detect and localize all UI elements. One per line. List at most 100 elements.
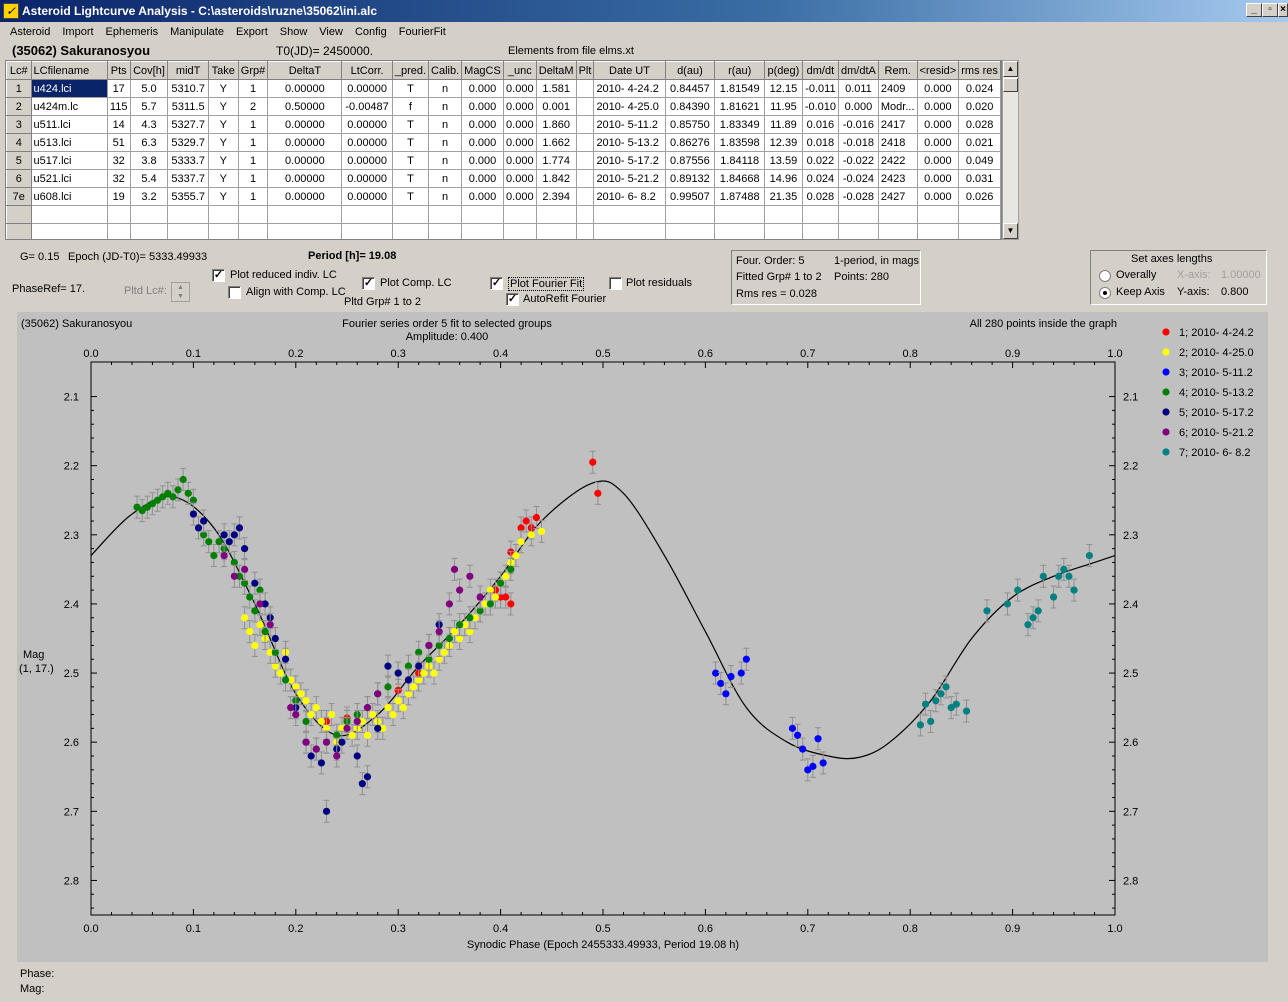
table-cell[interactable] bbox=[6, 223, 32, 239]
table-cell[interactable]: 5327.7 bbox=[167, 115, 209, 134]
table-cell[interactable] bbox=[714, 223, 766, 239]
column-header[interactable]: r(au) bbox=[714, 61, 766, 80]
table-row-empty[interactable] bbox=[6, 223, 1001, 239]
table-cell[interactable]: 0.028 bbox=[958, 115, 1001, 134]
row-header[interactable]: 7e bbox=[6, 187, 32, 206]
table-cell[interactable]: Y bbox=[207, 187, 239, 206]
table-cell[interactable]: 11.89 bbox=[764, 115, 803, 134]
table-cell[interactable] bbox=[838, 223, 879, 239]
column-header[interactable]: <resid> bbox=[916, 61, 960, 80]
table-cell[interactable] bbox=[916, 205, 960, 224]
table-cell[interactable] bbox=[30, 205, 108, 224]
row-header[interactable]: 5 bbox=[6, 151, 32, 170]
table-cell[interactable]: 0.00000 bbox=[341, 151, 393, 170]
scroll-down-button[interactable]: ▼ bbox=[1003, 223, 1018, 239]
table-cell[interactable]: 2.394 bbox=[535, 187, 577, 206]
table-cell[interactable]: 2010- 5-17.2 bbox=[593, 151, 666, 170]
table-cell[interactable]: 0.000 bbox=[838, 97, 879, 116]
table-cell[interactable]: 0.00000 bbox=[341, 169, 393, 188]
column-header[interactable]: _unc bbox=[502, 61, 537, 80]
table-cell[interactable]: 5.0 bbox=[129, 79, 169, 98]
column-header[interactable]: LtCorr. bbox=[341, 61, 393, 80]
table-cell[interactable] bbox=[575, 115, 595, 134]
column-header[interactable]: LCfilename bbox=[30, 61, 108, 80]
table-cell[interactable]: 2010- 5-13.2 bbox=[593, 133, 666, 152]
table-cell[interactable]: 0.00000 bbox=[267, 187, 343, 206]
table-cell[interactable] bbox=[916, 223, 960, 239]
table-cell[interactable]: u513.lci bbox=[30, 133, 108, 152]
app-icon[interactable]: ✓ bbox=[3, 3, 19, 19]
table-cell[interactable]: 2010- 5-21.2 bbox=[593, 169, 666, 188]
table-cell[interactable] bbox=[167, 205, 209, 224]
table-cell[interactable]: 0.00000 bbox=[341, 133, 393, 152]
table-cell[interactable]: 0.000 bbox=[502, 133, 537, 152]
table-cell[interactable]: 0.00000 bbox=[267, 169, 343, 188]
table-cell[interactable] bbox=[575, 169, 595, 188]
column-header[interactable]: _pred. bbox=[391, 61, 430, 80]
table-cell[interactable]: 0.84390 bbox=[664, 97, 716, 116]
table-cell[interactable]: 5355.7 bbox=[167, 187, 209, 206]
table-cell[interactable]: 0.000 bbox=[916, 169, 960, 188]
table-cell[interactable]: 1.81621 bbox=[714, 97, 766, 116]
plot-comp-checkbox[interactable]: ✓ bbox=[362, 277, 375, 290]
table-cell[interactable]: T bbox=[391, 115, 430, 134]
lightcurve-plot-area[interactable]: 0.0 0.0 0.1 0.1 0.2 0.2 0.3 0.3 0.4 0.4 0.5 0.5 0.6 0… bbox=[17, 312, 1268, 962]
column-header[interactable]: MagCS bbox=[461, 61, 504, 80]
table-cell[interactable] bbox=[575, 151, 595, 170]
plot-residuals-checkbox[interactable] bbox=[609, 277, 622, 290]
table-cell[interactable] bbox=[341, 205, 393, 224]
table-cell[interactable] bbox=[535, 205, 577, 224]
table-cell[interactable]: 0.001 bbox=[535, 97, 577, 116]
table-cell[interactable] bbox=[502, 223, 537, 239]
column-header[interactable]: p(deg) bbox=[764, 61, 803, 80]
table-cell[interactable] bbox=[593, 205, 666, 224]
table-cell[interactable]: 13.59 bbox=[764, 151, 803, 170]
table-cell[interactable]: 0.00000 bbox=[267, 115, 343, 134]
table-row[interactable]: 2 u424m.lc 115 5.7 5311.5 Y 2 0.50000 -0.00487 f n… bbox=[6, 97, 1001, 116]
table-cell[interactable]: 3.8 bbox=[129, 151, 169, 170]
table-cell[interactable]: -0.018 bbox=[838, 133, 879, 152]
table-cell[interactable]: T bbox=[391, 151, 430, 170]
table-cell[interactable] bbox=[391, 205, 430, 224]
table-cell[interactable]: 1.83349 bbox=[714, 115, 766, 134]
table-cell[interactable] bbox=[237, 223, 269, 239]
table-cell[interactable]: 0.024 bbox=[958, 79, 1001, 98]
column-header[interactable]: Cov[h] bbox=[129, 61, 169, 80]
table-cell[interactable]: 1.860 bbox=[535, 115, 577, 134]
table-cell[interactable]: 0.026 bbox=[958, 187, 1001, 206]
table-cell[interactable] bbox=[764, 205, 803, 224]
table-cell[interactable]: 32 bbox=[106, 169, 131, 188]
table-cell[interactable]: 0.018 bbox=[801, 133, 840, 152]
table-cell[interactable]: 19 bbox=[106, 187, 131, 206]
table-cell[interactable]: 32 bbox=[106, 151, 131, 170]
table-cell[interactable]: 5310.7 bbox=[167, 79, 209, 98]
keep-axis-radio[interactable] bbox=[1099, 287, 1111, 299]
menu-export[interactable]: Export bbox=[235, 26, 268, 38]
table-cell[interactable] bbox=[714, 205, 766, 224]
column-header[interactable]: dm/dtA bbox=[838, 61, 879, 80]
table-cell[interactable]: 1.87488 bbox=[714, 187, 766, 206]
table-cell[interactable] bbox=[267, 223, 343, 239]
table-cell[interactable]: 0.000 bbox=[916, 115, 960, 134]
table-cell[interactable]: n bbox=[428, 115, 463, 134]
table-cell[interactable] bbox=[664, 223, 716, 239]
table-cell[interactable]: 1.81549 bbox=[714, 79, 766, 98]
table-cell[interactable]: 5337.7 bbox=[167, 169, 209, 188]
table-cell[interactable]: 0.000 bbox=[461, 151, 504, 170]
lightcurve-table[interactable]: Lc# LCfilename Pts Cov[h] midT Take Grp# DeltaT… bbox=[5, 60, 1002, 240]
table-cell[interactable]: 5311.5 bbox=[167, 97, 209, 116]
table-cell[interactable]: n bbox=[428, 169, 463, 188]
table-cell[interactable]: 17 bbox=[106, 79, 131, 98]
table-cell[interactable]: 5.4 bbox=[129, 169, 169, 188]
table-cell[interactable] bbox=[535, 223, 577, 239]
menu-asteroid[interactable]: Asteroid bbox=[10, 26, 51, 38]
table-cell[interactable]: -0.00487 bbox=[341, 97, 393, 116]
table-cell[interactable] bbox=[575, 223, 595, 239]
table-cell[interactable]: -0.010 bbox=[801, 97, 840, 116]
table-cell[interactable] bbox=[106, 223, 131, 239]
table-cell[interactable] bbox=[958, 223, 1001, 239]
